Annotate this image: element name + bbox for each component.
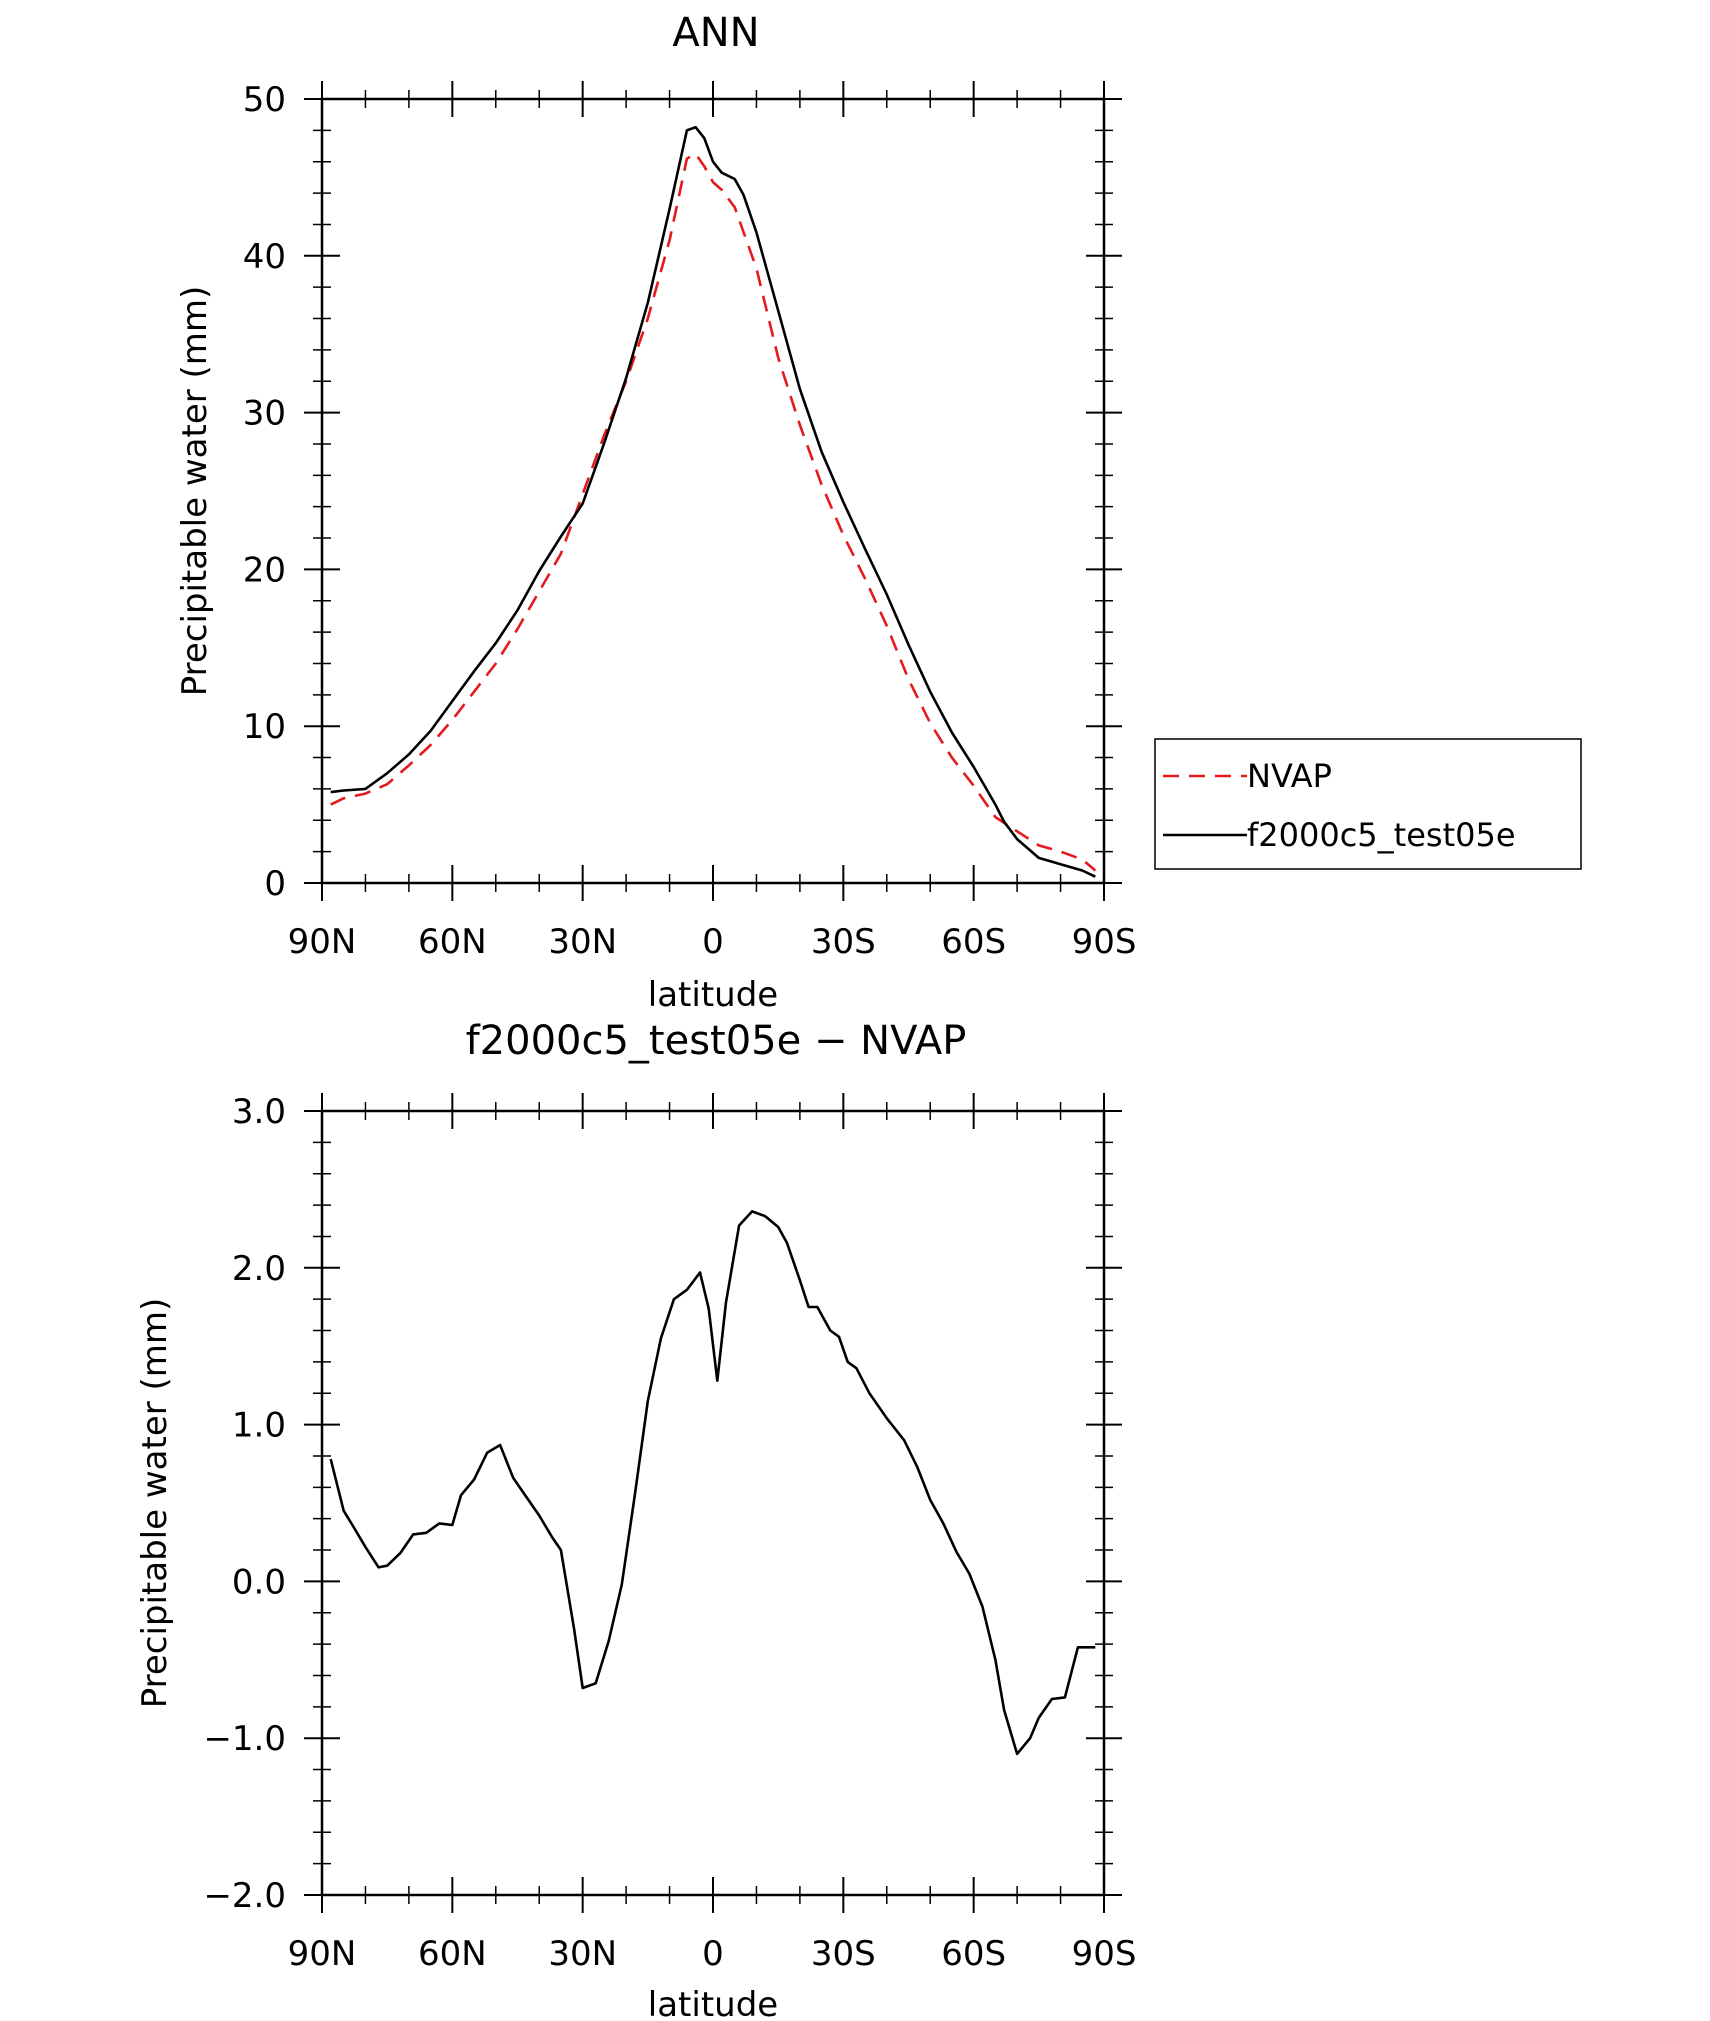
legend-label-model: f2000c5_test05e [1247,816,1516,854]
x-tick-label: 0 [702,1934,724,1974]
x-tick-label: 60S [941,1934,1006,1974]
series-line-1 [330,125,1096,878]
x-tick-label: 90S [1072,922,1137,962]
top-chart: ANN 0 10 20 30 40 50 90N 60N 30N 0 30S 60S 90S Preci… [175,10,1582,1015]
y-axis-label: Precipitable water (mm) [135,1298,175,1709]
series-line-0 [329,1210,1096,1756]
x-tick-label: 30N [548,922,617,962]
legend-box [1154,738,1582,870]
y-tick-label: 40 [243,237,286,277]
tick-layer: −2.0 −1.0 0.0 1.0 2.0 3.0 90N 60N 30N 0 30S 60S 90S [203,1092,1136,1974]
x-tick-label: 60S [941,922,1006,962]
x-tick-label: 90N [288,922,357,962]
legend: NVAP f2000c5_test05e [1154,738,1582,870]
x-axis-label: latitude [648,1985,778,2021]
x-tick-label: 90S [1072,1934,1137,1974]
x-tick-label: 30S [811,1934,876,1974]
y-tick-label: 3.0 [232,1092,286,1132]
x-axis-label: latitude [648,975,778,1015]
x-tick-label: 90N [288,1934,357,1974]
y-tick-label: 2.0 [232,1249,286,1289]
y-tick-label: 30 [243,394,286,434]
x-tick-label: 0 [702,922,724,962]
plot-frame [320,97,1106,885]
legend-label-nvap: NVAP [1247,757,1332,795]
y-tick-label: −1.0 [203,1719,286,1759]
x-tick-label: 30N [548,1934,617,1974]
series-layer [329,1210,1096,1756]
y-tick-label: 10 [243,707,286,747]
chart-title: ANN [672,10,759,56]
x-tick-label: 60N [418,922,487,962]
x-tick-label: 60N [418,1934,487,1974]
series-layer [330,125,1097,878]
y-tick-label: 50 [243,80,286,120]
y-tick-label: −2.0 [203,1876,286,1916]
y-tick-label: 1.0 [232,1406,286,1446]
plot-frame [320,1109,1106,1897]
bottom-chart: f2000c5_test05e − NVAP −2.0 −1.0 0.0 1.0 2.0… [135,1018,1136,2021]
chart-title: f2000c5_test05e − NVAP [466,1018,967,1064]
y-tick-label: 0.0 [232,1562,286,1602]
x-tick-label: 30S [811,922,876,962]
y-axis-label: Precipitable water (mm) [175,286,215,697]
y-tick-label: 0 [264,864,286,904]
tick-layer: 0 10 20 30 40 50 90N 60N 30N 0 30S 60S 90S [243,80,1137,962]
y-tick-label: 20 [243,550,286,590]
series-line-0 [330,152,1097,872]
